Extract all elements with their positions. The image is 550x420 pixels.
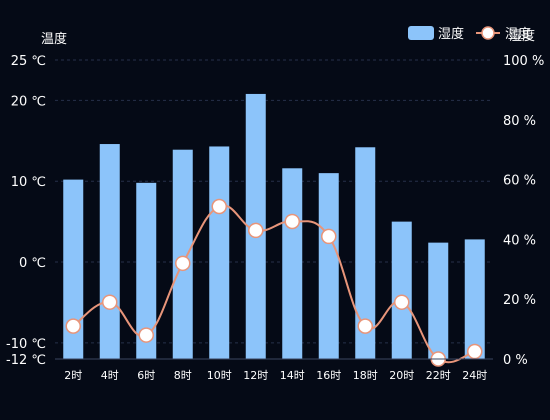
bar[interactable] <box>355 147 376 359</box>
line-point[interactable] <box>102 294 118 310</box>
line-path <box>72 204 476 364</box>
right-tick-label: 0 % <box>503 353 528 368</box>
line-point[interactable] <box>138 327 154 343</box>
left-tick-label: -10 ℃ <box>6 337 46 352</box>
legend-line-label: 湿度 <box>505 26 531 42</box>
legend: 湿度 湿度 <box>408 26 531 42</box>
bar[interactable] <box>63 179 84 359</box>
line-series <box>65 198 483 367</box>
x-tick-label: 4时 <box>101 369 119 382</box>
bar[interactable] <box>282 168 303 359</box>
x-tick-label: 18时 <box>353 369 378 382</box>
right-tick-label: 40 % <box>503 233 536 248</box>
x-tick-label: 8时 <box>174 369 192 382</box>
x-tick-label: 20时 <box>389 369 414 382</box>
axes: 温度 湿度 -12 ℃-10 ℃ 0 ℃ 10 ℃ 20 ℃ 25 ℃ 0 % 20 % 40… <box>6 28 544 382</box>
x-tick-label: 14时 <box>280 369 305 382</box>
line-point[interactable] <box>467 343 483 360</box>
legend-item-bar[interactable]: 湿度 <box>408 26 464 42</box>
left-tick-label: -12 ℃ <box>6 353 46 368</box>
left-tick-label: 10 ℃ <box>11 175 46 190</box>
right-tick-label: 80 % <box>503 114 536 129</box>
line-point[interactable] <box>65 318 81 334</box>
x-tick-label: 12时 <box>243 369 268 382</box>
left-axis-title: 温度 <box>41 31 67 47</box>
left-tick-label: 20 ℃ <box>11 94 46 109</box>
bar[interactable] <box>318 173 339 359</box>
bar[interactable] <box>464 239 485 359</box>
grid-lines <box>55 59 493 344</box>
line-point[interactable] <box>175 255 191 272</box>
legend-line-marker <box>481 26 495 40</box>
legend-bar-label: 湿度 <box>438 26 464 42</box>
bar[interactable] <box>209 146 230 359</box>
bar[interactable] <box>391 221 412 359</box>
right-tick-label: 100 % <box>503 54 544 69</box>
line-point[interactable] <box>357 318 373 334</box>
bar[interactable] <box>99 144 120 359</box>
bar[interactable] <box>428 242 449 359</box>
line-point[interactable] <box>248 222 264 239</box>
legend-bar-swatch <box>408 26 434 40</box>
x-tick-label: 6时 <box>137 369 155 382</box>
right-tick-label: 60 % <box>503 174 536 189</box>
left-tick-label: 25 ℃ <box>11 54 46 69</box>
line-point[interactable] <box>211 198 227 215</box>
legend-item-line[interactable]: 湿度 <box>476 26 531 42</box>
x-tick-label: 22时 <box>426 369 451 382</box>
x-tick-label: 16时 <box>316 369 341 382</box>
x-tick-label: 10时 <box>207 369 232 382</box>
x-tick-label: 2时 <box>64 369 82 382</box>
bar[interactable] <box>136 182 157 359</box>
right-axis-title: 湿度 <box>509 28 535 44</box>
bar[interactable] <box>172 149 193 359</box>
left-tick-label: 0 ℃ <box>19 256 46 271</box>
line-point[interactable] <box>284 213 300 230</box>
x-tick-label: 24时 <box>462 369 487 382</box>
line-point[interactable] <box>321 228 337 245</box>
right-tick-label: 20 % <box>503 293 536 308</box>
line-point[interactable] <box>394 294 410 310</box>
